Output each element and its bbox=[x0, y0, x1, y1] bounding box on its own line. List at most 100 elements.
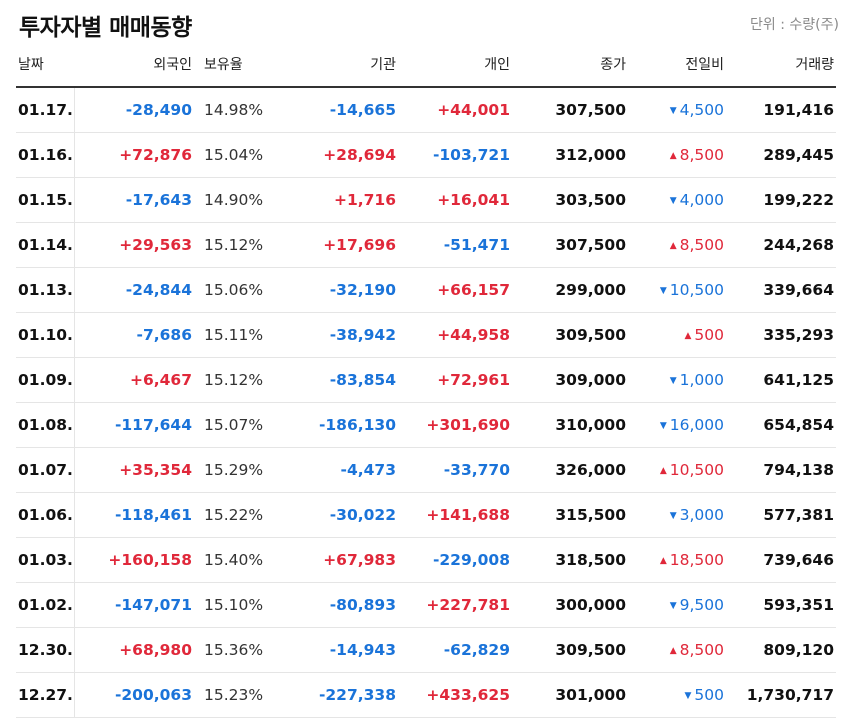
cell-change: ▲ 18,500 bbox=[628, 537, 726, 583]
cell-change: ▼ 10,500 bbox=[628, 267, 726, 313]
cell-volume: 199,222 bbox=[726, 177, 836, 223]
cell-institution: -83,854 bbox=[272, 357, 398, 403]
cell-ratio: 15.23% bbox=[194, 672, 272, 718]
change-value: 500 bbox=[694, 686, 724, 704]
cell-institution: +17,696 bbox=[272, 222, 398, 268]
cell-foreign: -24,844 bbox=[74, 267, 194, 313]
table-row: 01.17. -28,490 14.98% -14,665 +44,001 307,500… bbox=[16, 87, 836, 133]
cell-date: 01.07. bbox=[16, 447, 75, 493]
cell-ratio: 15.12% bbox=[194, 222, 272, 268]
cell-change: ▲ 10,500 bbox=[628, 447, 726, 493]
change-value: 8,500 bbox=[679, 236, 724, 254]
arrow-down-icon: ▼ bbox=[669, 511, 677, 521]
cell-foreign: +72,876 bbox=[74, 132, 194, 178]
arrow-up-icon: ▲ bbox=[659, 466, 667, 476]
cell-individual: -229,008 bbox=[398, 537, 512, 583]
change-value: 8,500 bbox=[679, 641, 724, 659]
cell-individual: -51,471 bbox=[398, 222, 512, 268]
cell-close: 315,500 bbox=[512, 492, 628, 538]
cell-individual: +16,041 bbox=[398, 177, 512, 223]
col-header-ratio: 보유율 bbox=[194, 42, 272, 88]
page-title: 투자자별 매매동향 bbox=[19, 15, 192, 41]
cell-change: ▼ 4,000 bbox=[628, 177, 726, 223]
cell-volume: 191,416 bbox=[726, 87, 836, 133]
cell-date: 01.06. bbox=[16, 492, 75, 538]
cell-foreign: -17,643 bbox=[74, 177, 194, 223]
cell-foreign: -117,644 bbox=[74, 402, 194, 448]
cell-ratio: 15.40% bbox=[194, 537, 272, 583]
cell-institution: -186,130 bbox=[272, 402, 398, 448]
cell-volume: 577,381 bbox=[726, 492, 836, 538]
table-row: 01.14. +29,563 15.12% +17,696 -51,471 307,500… bbox=[16, 222, 836, 268]
arrow-down-icon: ▼ bbox=[659, 286, 667, 296]
col-header-date: 날짜 bbox=[16, 42, 74, 88]
cell-volume: 809,120 bbox=[726, 627, 836, 673]
cell-date: 01.08. bbox=[16, 402, 75, 448]
cell-change: ▼ 4,500 bbox=[628, 87, 726, 133]
unit-label: 단위 : 수량(주) bbox=[750, 17, 839, 33]
cell-institution: -4,473 bbox=[272, 447, 398, 493]
table-row: 01.02. -147,071 15.10% -80,893 +227,781 300,0… bbox=[16, 582, 836, 628]
cell-change: ▼ 9,500 bbox=[628, 582, 726, 628]
cell-date: 01.10. bbox=[16, 312, 75, 358]
arrow-down-icon: ▼ bbox=[669, 601, 677, 611]
arrow-up-icon: ▲ bbox=[659, 556, 667, 566]
cell-foreign: +35,354 bbox=[74, 447, 194, 493]
cell-individual: +44,958 bbox=[398, 312, 512, 358]
cell-foreign: -147,071 bbox=[74, 582, 194, 628]
cell-volume: 289,445 bbox=[726, 132, 836, 178]
cell-individual: +44,001 bbox=[398, 87, 512, 133]
cell-date: 01.15. bbox=[16, 177, 75, 223]
cell-ratio: 14.90% bbox=[194, 177, 272, 223]
cell-ratio: 15.06% bbox=[194, 267, 272, 313]
col-header-institution: 기관 bbox=[272, 42, 398, 88]
change-value: 18,500 bbox=[669, 551, 724, 569]
table-body: 01.17. -28,490 14.98% -14,665 +44,001 307,500… bbox=[16, 87, 836, 718]
cell-close: 310,000 bbox=[512, 402, 628, 448]
cell-ratio: 15.29% bbox=[194, 447, 272, 493]
cell-individual: +433,625 bbox=[398, 672, 512, 718]
cell-institution: +28,694 bbox=[272, 132, 398, 178]
cell-ratio: 15.07% bbox=[194, 402, 272, 448]
cell-change: ▼ 1,000 bbox=[628, 357, 726, 403]
arrow-up-icon: ▲ bbox=[669, 646, 677, 656]
col-header-volume: 거래량 bbox=[726, 42, 836, 88]
change-value: 1,000 bbox=[679, 371, 724, 389]
cell-institution: -227,338 bbox=[272, 672, 398, 718]
table-row: 01.10. -7,686 15.11% -38,942 +44,958 309,500 ▲… bbox=[16, 312, 836, 358]
col-header-change: 전일비 bbox=[628, 42, 726, 88]
change-value: 4,000 bbox=[679, 191, 724, 209]
cell-individual: +301,690 bbox=[398, 402, 512, 448]
change-value: 4,500 bbox=[679, 101, 724, 119]
arrow-up-icon: ▲ bbox=[669, 241, 677, 251]
cell-change: ▲ 8,500 bbox=[628, 222, 726, 268]
cell-close: 300,000 bbox=[512, 582, 628, 628]
cell-volume: 339,664 bbox=[726, 267, 836, 313]
change-value: 3,000 bbox=[679, 506, 724, 524]
cell-individual: -33,770 bbox=[398, 447, 512, 493]
table-row: 01.07. +35,354 15.29% -4,473 -33,770 326,000 ▲… bbox=[16, 447, 836, 493]
cell-date: 01.02. bbox=[16, 582, 75, 628]
cell-foreign: +68,980 bbox=[74, 627, 194, 673]
col-header-close: 종가 bbox=[512, 42, 628, 88]
arrow-down-icon: ▼ bbox=[659, 421, 667, 431]
cell-date: 01.09. bbox=[16, 357, 75, 403]
arrow-up-icon: ▲ bbox=[684, 331, 692, 341]
table-header-row: 날짜 외국인 보유율 기관 개인 종가 전일비 거래량 bbox=[16, 42, 836, 88]
table-row: 01.09. +6,467 15.12% -83,854 +72,961 309,000 ▼… bbox=[16, 357, 836, 403]
arrow-down-icon: ▼ bbox=[669, 196, 677, 206]
cell-close: 318,500 bbox=[512, 537, 628, 583]
cell-close: 303,500 bbox=[512, 177, 628, 223]
cell-volume: 739,646 bbox=[726, 537, 836, 583]
cell-date: 12.27. bbox=[16, 672, 75, 718]
cell-volume: 1,730,717 bbox=[726, 672, 836, 718]
cell-volume: 335,293 bbox=[726, 312, 836, 358]
cell-ratio: 15.11% bbox=[194, 312, 272, 358]
cell-individual: -103,721 bbox=[398, 132, 512, 178]
cell-close: 326,000 bbox=[512, 447, 628, 493]
cell-volume: 794,138 bbox=[726, 447, 836, 493]
cell-ratio: 14.98% bbox=[194, 87, 272, 133]
cell-institution: -38,942 bbox=[272, 312, 398, 358]
cell-volume: 641,125 bbox=[726, 357, 836, 403]
cell-date: 01.13. bbox=[16, 267, 75, 313]
